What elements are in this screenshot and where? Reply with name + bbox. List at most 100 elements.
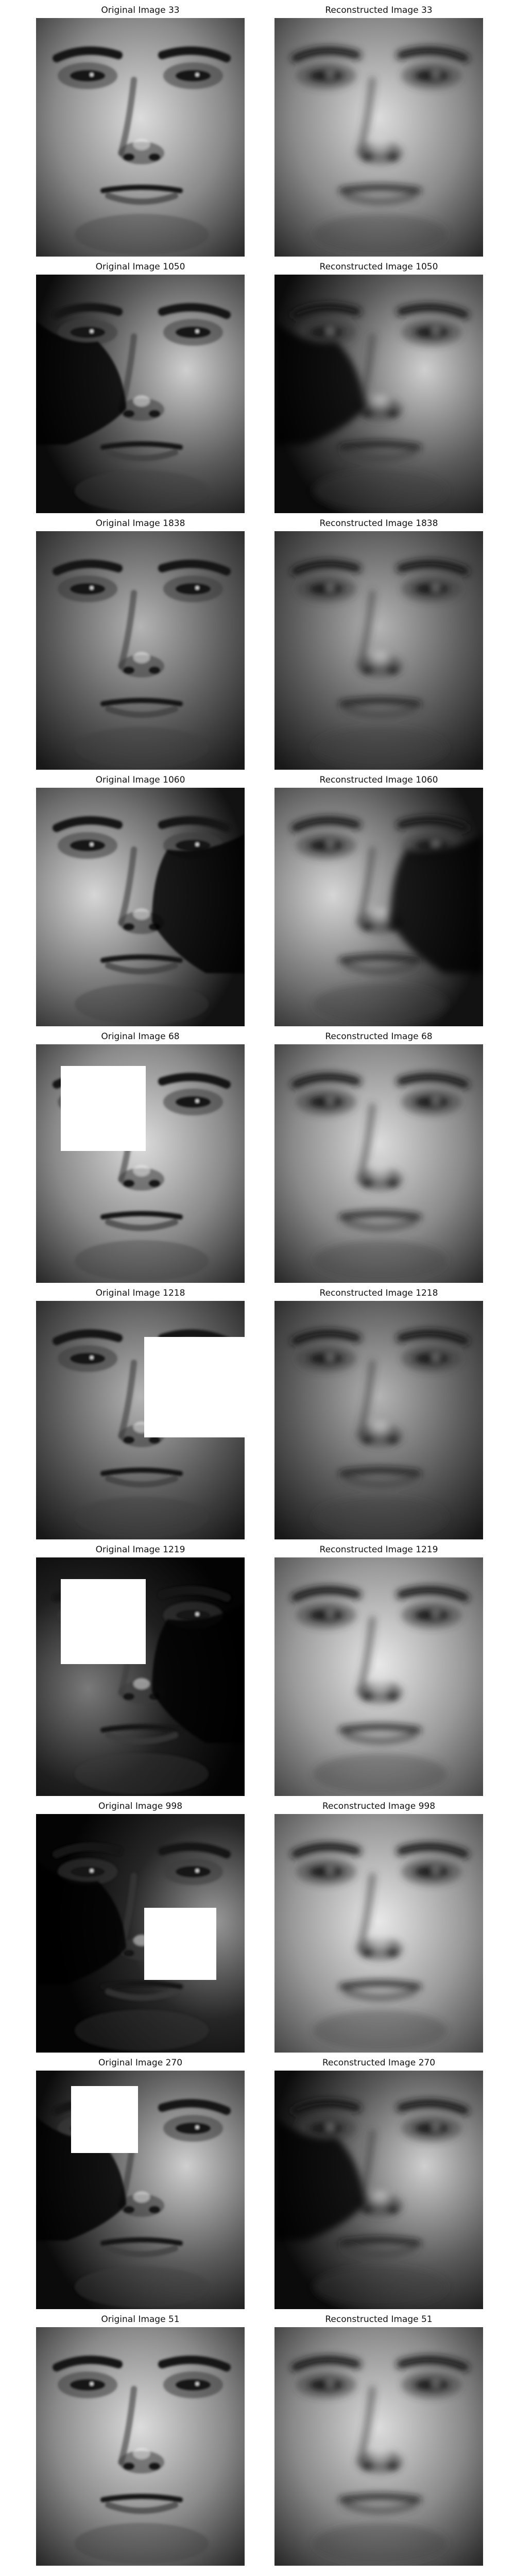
original-image-panel: Original Image 270 (36, 2057, 245, 2309)
cast-shadow (152, 834, 245, 973)
face-reconstruction-icon (274, 1557, 483, 1796)
face-photo-icon (36, 1814, 245, 2053)
face-reconstruction (274, 275, 483, 513)
face-reconstruction-icon (274, 1301, 483, 1539)
face-reconstruction-icon (274, 1044, 483, 1283)
face-reconstruction (274, 1301, 483, 1539)
occlusion-square (61, 1579, 146, 1664)
reconstructed-image-panel: Reconstructed Image 33 (274, 4, 483, 257)
face-photo (36, 1557, 245, 1796)
reconstructed-image-panel: Reconstructed Image 1060 (274, 774, 483, 1026)
reconstructed-image-title: Reconstructed Image 1218 (319, 1288, 438, 1298)
original-image-panel: Original Image 1060 (36, 774, 245, 1026)
face-photo-icon (36, 1044, 245, 1283)
reconstructed-image-panel: Reconstructed Image 998 (274, 1800, 483, 2053)
face-reconstruction (274, 531, 483, 770)
reconstructed-image-panel: Reconstructed Image 1838 (274, 517, 483, 770)
original-image-title: Original Image 68 (101, 1031, 180, 1042)
occlusion-square (71, 2086, 138, 2153)
facial-features (291, 1586, 469, 1794)
face-photo-icon (36, 788, 245, 1026)
face-photo-icon (36, 1301, 245, 1539)
face-photo-icon (36, 531, 245, 770)
face-photo (36, 2071, 245, 2309)
original-image-title: Original Image 51 (101, 2314, 180, 2325)
face-reconstruction-icon (274, 18, 483, 257)
face-photo (36, 2327, 245, 2566)
face-photo (36, 1301, 245, 1539)
face-reconstruction (274, 1044, 483, 1283)
face-reconstruction-icon (274, 531, 483, 770)
face-reconstruction (274, 1814, 483, 2053)
original-image-title: Original Image 1838 (95, 518, 185, 529)
occlusion-square (144, 1337, 245, 1437)
reconstructed-image-panel: Reconstructed Image 1050 (274, 261, 483, 513)
facial-features (291, 1073, 469, 1281)
facial-features (291, 560, 469, 768)
original-image-title: Original Image 33 (101, 5, 180, 15)
reconstructed-image-title: Reconstructed Image 1838 (319, 518, 438, 529)
face-reconstruction (274, 2071, 483, 2309)
original-image-panel: Original Image 68 (36, 1030, 245, 1283)
cast-shadow (36, 1860, 126, 1984)
reconstructed-image-title: Reconstructed Image 998 (322, 1801, 436, 1811)
face-reconstruction (274, 1557, 483, 1796)
reconstructed-image-title: Reconstructed Image 51 (325, 2314, 433, 2325)
original-image-title: Original Image 1218 (95, 1288, 185, 1298)
reconstructed-image-panel: Reconstructed Image 1219 (274, 1544, 483, 1796)
facial-features (291, 1842, 469, 2051)
face-photo (36, 788, 245, 1026)
original-image-panel: Original Image 51 (36, 2313, 245, 2566)
facial-features (291, 46, 469, 255)
original-image-panel: Original Image 1218 (36, 1287, 245, 1539)
face-reconstruction (274, 2327, 483, 2566)
face-photo (36, 275, 245, 513)
original-image-title: Original Image 270 (98, 2058, 183, 2068)
face-photo (36, 18, 245, 257)
cast-shadow (274, 2117, 365, 2241)
reconstructed-image-title: Reconstructed Image 270 (322, 2058, 436, 2068)
facial-features (291, 2355, 469, 2564)
facial-features (53, 303, 231, 512)
reconstructed-image-title: Reconstructed Image 33 (325, 5, 433, 15)
cast-shadow (152, 1604, 245, 1743)
cast-shadow (274, 321, 365, 445)
facial-features (53, 2355, 231, 2564)
cast-shadow (36, 321, 126, 445)
occlusion-square (61, 1066, 146, 1151)
face-reconstruction-icon (274, 2327, 483, 2566)
cast-shadow (390, 834, 483, 973)
face-reconstruction-icon (274, 275, 483, 513)
reconstructed-image-title: Reconstructed Image 1219 (319, 1545, 438, 1555)
facial-features (53, 46, 231, 255)
reconstructed-image-panel: Reconstructed Image 1218 (274, 1287, 483, 1539)
face-photo-icon (36, 18, 245, 257)
face-photo-icon (36, 1557, 245, 1796)
original-image-panel: Original Image 1838 (36, 517, 245, 770)
original-image-title: Original Image 998 (98, 1801, 183, 1811)
face-reconstruction (274, 788, 483, 1026)
face-reconstruction-icon (274, 2071, 483, 2309)
face-reconstruction-icon (274, 788, 483, 1026)
face-reconstruction (274, 18, 483, 257)
reconstructed-image-panel: Reconstructed Image 270 (274, 2057, 483, 2309)
facial-features (291, 2099, 469, 2308)
face-photo (36, 1814, 245, 2053)
facial-features (53, 560, 231, 768)
occlusion-square (144, 1908, 216, 1980)
reconstructed-image-panel: Reconstructed Image 68 (274, 1030, 483, 1283)
face-photo-icon (36, 2327, 245, 2566)
facial-features (291, 303, 469, 512)
reconstructed-image-panel: Reconstructed Image 51 (274, 2313, 483, 2566)
original-image-title: Original Image 1219 (95, 1545, 185, 1555)
face-photo-icon (36, 275, 245, 513)
face-photo-icon (36, 2071, 245, 2309)
facial-features (291, 1329, 469, 1538)
face-photo (36, 531, 245, 770)
reconstructed-image-title: Reconstructed Image 1050 (319, 262, 438, 272)
original-image-title: Original Image 1060 (95, 775, 185, 785)
original-image-panel: Original Image 33 (36, 4, 245, 257)
reconstructed-image-title: Reconstructed Image 1060 (319, 775, 438, 785)
original-image-panel: Original Image 1219 (36, 1544, 245, 1796)
